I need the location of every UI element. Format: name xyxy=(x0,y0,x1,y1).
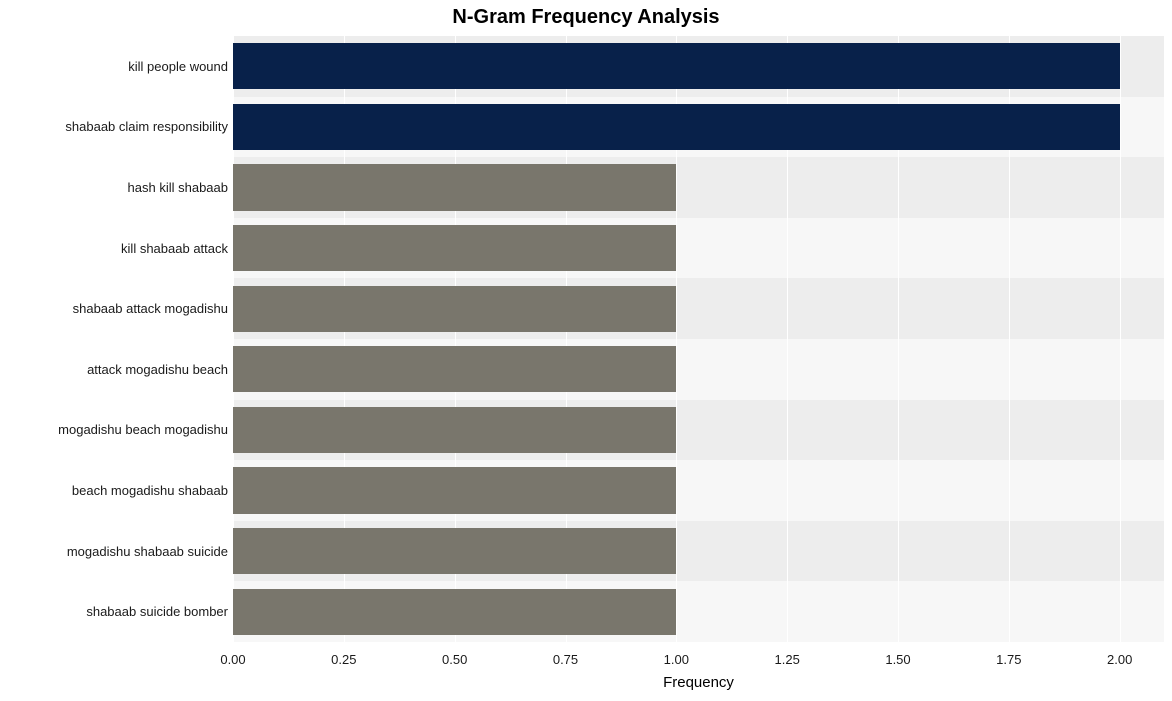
plot-area xyxy=(233,36,1164,642)
chart-title: N-Gram Frequency Analysis xyxy=(0,6,1172,29)
x-tick-label: 1.75 xyxy=(996,652,1021,667)
bar xyxy=(233,286,676,332)
y-tick-label: shabaab claim responsibility xyxy=(0,119,228,134)
x-axis-label: Frequency xyxy=(233,674,1164,691)
bar xyxy=(233,104,1120,150)
bar xyxy=(233,164,676,210)
y-axis-labels: kill people wound shabaab claim responsib… xyxy=(0,36,228,642)
y-tick-label: beach mogadishu shabaab xyxy=(0,483,228,498)
y-tick-label: kill people wound xyxy=(0,59,228,74)
bar xyxy=(233,346,676,392)
y-tick-label: mogadishu beach mogadishu xyxy=(0,422,228,437)
x-tick-label: 1.25 xyxy=(775,652,800,667)
y-tick-label: kill shabaab attack xyxy=(0,241,228,256)
bar xyxy=(233,528,676,574)
bar xyxy=(233,589,676,635)
x-axis-ticks: 0.000.250.500.751.001.251.501.752.00 xyxy=(233,652,1164,672)
y-tick-label: shabaab suicide bomber xyxy=(0,604,228,619)
bar xyxy=(233,43,1120,89)
bar xyxy=(233,467,676,513)
x-tick-label: 1.50 xyxy=(885,652,910,667)
x-tick-label: 0.75 xyxy=(553,652,578,667)
y-tick-label: mogadishu shabaab suicide xyxy=(0,544,228,559)
bars-layer xyxy=(233,36,1164,642)
x-tick-label: 1.00 xyxy=(664,652,689,667)
y-tick-label: hash kill shabaab xyxy=(0,180,228,195)
x-tick-label: 0.50 xyxy=(442,652,467,667)
bar xyxy=(233,407,676,453)
bar xyxy=(233,225,676,271)
y-tick-label: shabaab attack mogadishu xyxy=(0,301,228,316)
x-tick-label: 0.25 xyxy=(331,652,356,667)
x-tick-label: 2.00 xyxy=(1107,652,1132,667)
ngram-chart: N-Gram Frequency Analysis kill people wo… xyxy=(0,0,1172,701)
x-tick-label: 0.00 xyxy=(220,652,245,667)
y-tick-label: attack mogadishu beach xyxy=(0,362,228,377)
